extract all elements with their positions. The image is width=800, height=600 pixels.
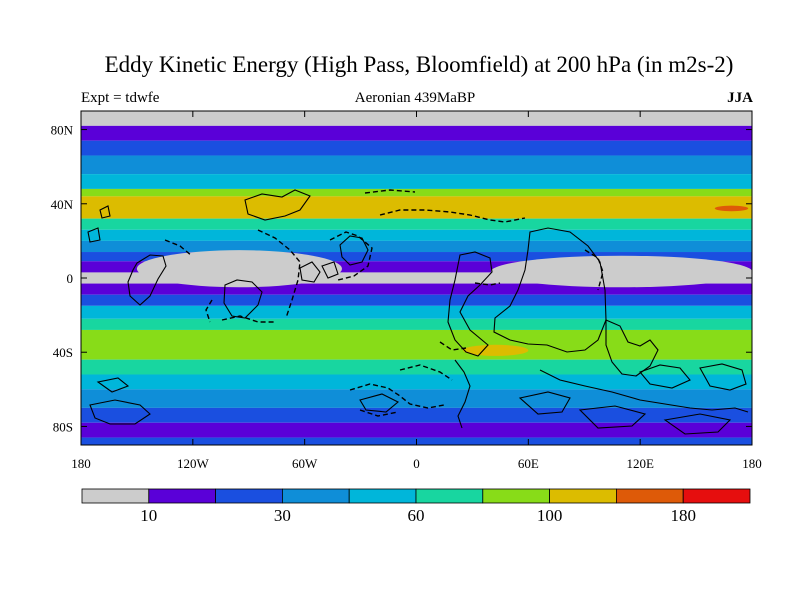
coastline-dashed	[329, 231, 373, 281]
coastline	[244, 189, 311, 221]
contour-feature	[136, 250, 342, 288]
period-label: Aeronian 439MaBP	[354, 90, 476, 106]
coastline	[447, 251, 493, 357]
coastline-dashed	[439, 341, 467, 351]
coastline	[663, 413, 732, 435]
coastline	[518, 391, 571, 415]
colorbar-swatch	[482, 488, 550, 504]
contour-band	[81, 374, 752, 390]
contour-band	[81, 155, 752, 175]
contour-band	[81, 218, 752, 230]
coastline	[605, 319, 659, 377]
coastline	[454, 359, 471, 429]
colorbar-swatch	[281, 488, 350, 504]
coastline	[99, 205, 111, 219]
coastline-dashed	[164, 239, 193, 257]
y-tick-label: 40N	[51, 197, 74, 212]
x-tick-label: 180	[71, 456, 91, 471]
contour-band	[81, 196, 752, 219]
paleo-coastlines	[164, 189, 604, 417]
coastline	[493, 227, 607, 353]
colorbar: 10 30 60 100 180	[81, 488, 751, 525]
y-tick-label: 80S	[53, 419, 73, 434]
coastline-dashed	[205, 299, 213, 323]
colorbar-label: 60	[408, 506, 425, 525]
coastline	[359, 393, 399, 413]
coastline-dashed	[399, 364, 453, 381]
coastline-dashed	[364, 189, 416, 194]
y-tick-label: 0	[67, 271, 74, 286]
coastline-dashed	[349, 383, 445, 409]
contour-feature	[491, 255, 752, 288]
x-tick-label: 180	[742, 456, 762, 471]
coastline	[96, 377, 130, 393]
colorbar-swatch	[148, 488, 217, 504]
colorbar-label: 30	[274, 506, 291, 525]
coastline-dashed	[221, 315, 274, 323]
contour-band	[81, 272, 752, 284]
x-tick-label: 0	[413, 456, 420, 471]
coastline	[87, 227, 101, 243]
contour-band	[81, 407, 752, 423]
contour-band	[81, 389, 752, 408]
coastline	[89, 399, 151, 425]
colorbar-label: 10	[140, 506, 157, 525]
coastlines	[87, 189, 749, 435]
contour-band	[81, 359, 752, 375]
chart-title: Eddy Kinetic Energy (High Pass, Bloomfie…	[104, 52, 734, 77]
y-tick-label: 80N	[51, 123, 74, 138]
contour-band	[81, 252, 752, 262]
contour-field	[81, 111, 752, 445]
colorbar-swatch	[415, 488, 484, 504]
contour-band	[81, 283, 752, 295]
coastline	[699, 363, 747, 391]
contour-band	[81, 422, 752, 438]
coastline-dashed	[257, 229, 301, 319]
contour-band	[81, 261, 752, 273]
coastline	[299, 261, 321, 283]
colorbar-swatch	[215, 488, 283, 504]
contour-band	[81, 125, 752, 141]
contour-band	[81, 240, 752, 253]
contour-band	[81, 329, 752, 360]
contour-band	[81, 229, 752, 241]
x-tick-label: 60E	[518, 456, 539, 471]
contour-feature	[463, 344, 529, 356]
coastline	[539, 369, 749, 413]
x-tick-label: 60W	[292, 456, 318, 471]
colorbar-swatch	[682, 488, 751, 504]
x-tick-label: 120W	[177, 456, 210, 471]
y-tick-label: 40S	[53, 345, 73, 360]
colorbar-swatch	[81, 488, 150, 504]
contour-band	[81, 318, 752, 330]
contour-feature	[714, 205, 749, 212]
coastline	[223, 279, 263, 319]
contour-band	[81, 174, 752, 189]
coastline	[639, 364, 691, 389]
contour-band	[81, 305, 752, 319]
coastline	[127, 254, 167, 306]
season-label: JJA	[727, 90, 753, 106]
y-axis: 80N 40N 0 40S 80S	[51, 123, 752, 434]
coastline	[321, 261, 339, 279]
coastline	[578, 405, 647, 429]
coastline-dashed	[359, 409, 399, 417]
colorbar-label: 100	[537, 506, 563, 525]
coastline-dashed	[379, 209, 526, 223]
contour-band	[81, 140, 752, 156]
colorbar-label: 180	[670, 506, 696, 525]
x-tick-label: 120E	[626, 456, 654, 471]
contour-band	[81, 294, 752, 306]
experiment-label: Expt = tdwfe	[81, 90, 160, 106]
coastline	[339, 235, 369, 266]
contour-band	[81, 111, 752, 126]
colorbar-swatch	[549, 488, 617, 504]
colorbar-swatch	[616, 488, 684, 504]
x-axis: 180 120W 60W 0 60E 120E 180	[71, 111, 762, 471]
contour-band	[81, 188, 752, 197]
colorbar-swatch	[348, 488, 417, 504]
